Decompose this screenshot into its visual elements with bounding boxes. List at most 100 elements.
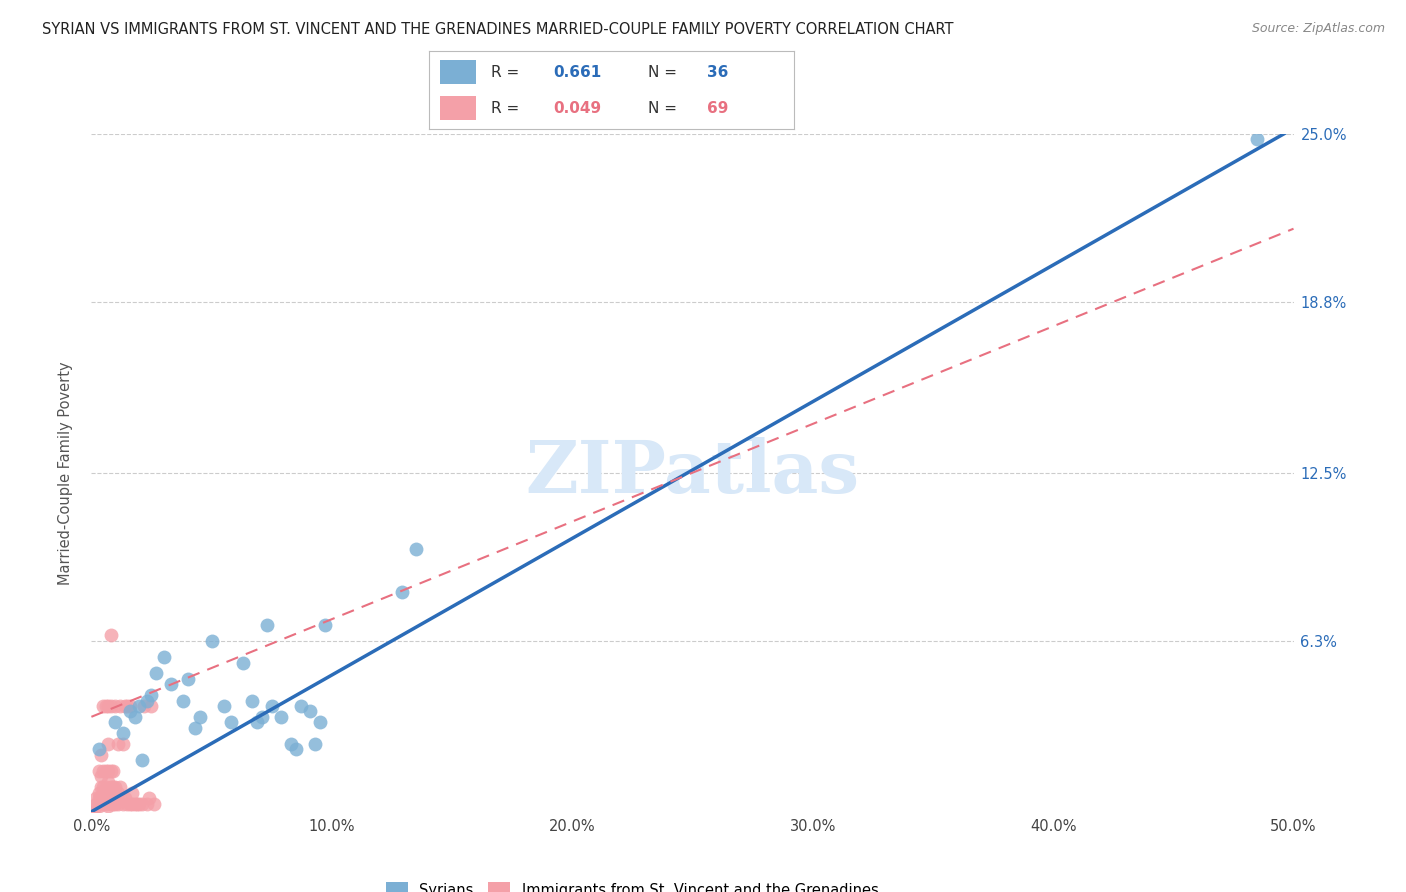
Point: [87, 742, 110, 756]
Point: [114, 791, 136, 805]
Point: [308, 715, 330, 730]
Point: [201, 633, 224, 648]
Text: R =: R =: [491, 64, 524, 79]
Point: [314, 617, 336, 632]
Legend: Syrians, Immigrants from St. Vincent and the Grenadines: Syrians, Immigrants from St. Vincent and…: [380, 877, 884, 892]
Point: [100, 628, 122, 642]
Point: [135, 693, 157, 707]
Point: [84, 797, 107, 811]
Point: [94, 786, 117, 800]
Y-axis label: Married-Couple Family Poverty: Married-Couple Family Poverty: [58, 361, 73, 584]
Point: [100, 780, 122, 795]
Point: [100, 764, 122, 778]
Point: [304, 737, 326, 751]
Point: [101, 764, 124, 778]
Point: [152, 650, 174, 665]
Point: [118, 705, 141, 719]
Point: [97, 698, 120, 713]
Point: [94, 764, 117, 778]
Point: [125, 797, 148, 811]
Point: [104, 780, 127, 795]
Point: [138, 791, 160, 805]
Point: [114, 698, 136, 713]
Point: [111, 797, 134, 811]
Point: [93, 789, 115, 803]
Text: 0.049: 0.049: [553, 101, 602, 116]
Point: [212, 698, 235, 713]
Point: [172, 693, 194, 707]
Point: [110, 698, 132, 713]
Point: [290, 698, 312, 713]
Point: [93, 797, 115, 811]
Point: [256, 617, 278, 632]
Point: [246, 715, 269, 730]
Point: [94, 698, 117, 713]
Point: [87, 791, 110, 805]
Point: [284, 742, 307, 756]
Point: [104, 698, 127, 713]
Point: [100, 698, 122, 713]
Point: [97, 737, 120, 751]
Point: [93, 780, 115, 795]
Point: [100, 797, 122, 811]
Point: [104, 797, 127, 811]
Point: [93, 764, 115, 778]
Point: [250, 710, 273, 724]
Text: SYRIAN VS IMMIGRANTS FROM ST. VINCENT AND THE GRENADINES MARRIED-COUPLE FAMILY P: SYRIAN VS IMMIGRANTS FROM ST. VINCENT AN…: [42, 22, 953, 37]
FancyBboxPatch shape: [440, 96, 477, 120]
Point: [87, 786, 110, 800]
Point: [1246, 132, 1268, 146]
Point: [131, 797, 153, 811]
Point: [131, 753, 153, 767]
Point: [101, 780, 124, 795]
Point: [121, 786, 143, 800]
Point: [111, 726, 134, 740]
Point: [260, 698, 283, 713]
Point: [87, 799, 110, 814]
Point: [90, 747, 112, 762]
Point: [145, 666, 167, 681]
Point: [90, 797, 112, 811]
Point: [80, 805, 103, 819]
Point: [107, 737, 129, 751]
Text: 69: 69: [707, 101, 728, 116]
Point: [83, 802, 105, 816]
Text: 36: 36: [707, 64, 728, 79]
Point: [242, 693, 264, 707]
Point: [90, 780, 112, 795]
Point: [232, 656, 254, 670]
Point: [142, 797, 165, 811]
Point: [391, 585, 413, 599]
Text: ZIPatlas: ZIPatlas: [526, 437, 859, 508]
Point: [176, 672, 198, 686]
Point: [90, 769, 112, 783]
Point: [100, 789, 122, 803]
FancyBboxPatch shape: [440, 61, 477, 84]
Point: [107, 786, 129, 800]
Point: [117, 797, 139, 811]
Point: [270, 710, 292, 724]
Text: Source: ZipAtlas.com: Source: ZipAtlas.com: [1251, 22, 1385, 36]
Point: [97, 775, 120, 789]
Point: [97, 799, 120, 814]
Point: [104, 789, 127, 803]
Point: [94, 797, 117, 811]
Point: [97, 791, 120, 805]
Point: [110, 780, 132, 795]
Text: N =: N =: [648, 101, 682, 116]
Point: [128, 698, 150, 713]
Point: [87, 764, 110, 778]
Point: [94, 791, 117, 805]
Point: [97, 764, 120, 778]
Point: [299, 705, 322, 719]
Point: [405, 541, 427, 556]
Point: [101, 797, 124, 811]
Point: [104, 715, 127, 730]
Point: [118, 698, 141, 713]
Point: [84, 791, 107, 805]
Point: [188, 710, 211, 724]
Point: [134, 698, 156, 713]
Point: [280, 737, 302, 751]
Text: N =: N =: [648, 64, 682, 79]
Point: [141, 688, 163, 702]
